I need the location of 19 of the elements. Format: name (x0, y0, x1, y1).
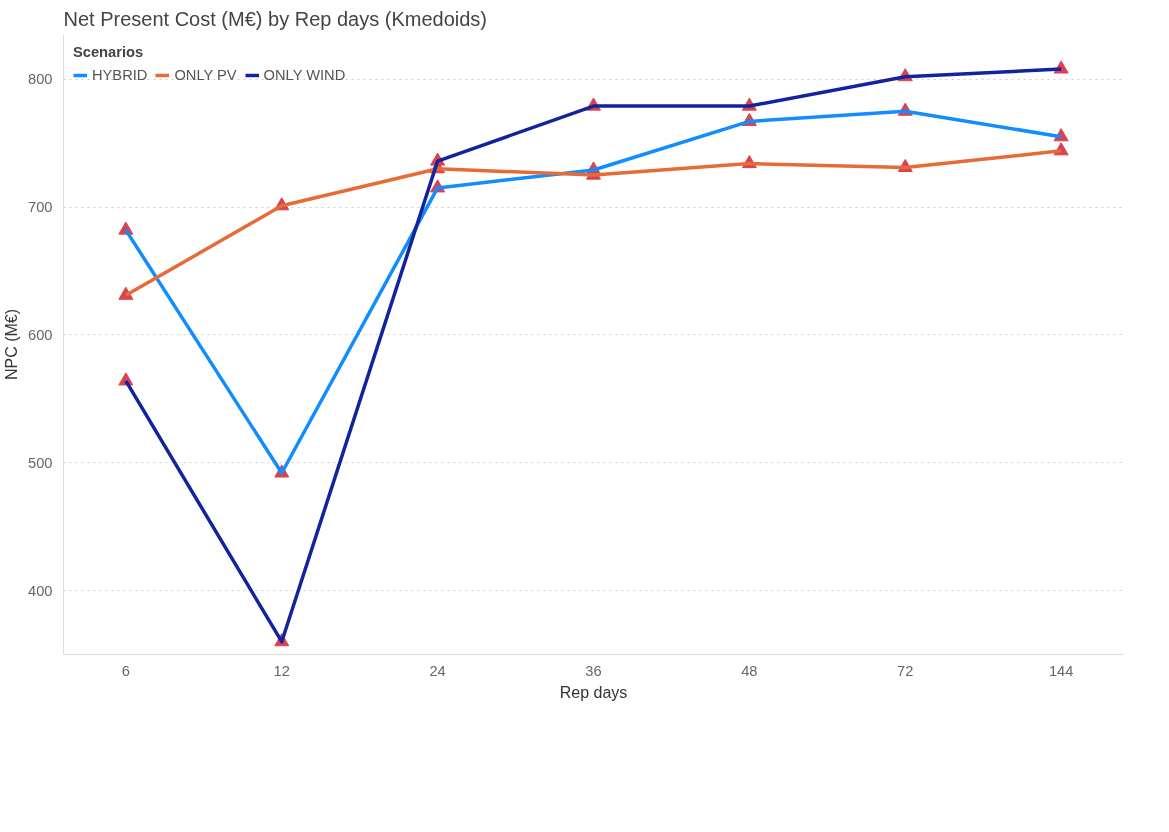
y-axis-title: NPC (M€) (3, 308, 21, 381)
chart-title: Net Present Cost (M€) by Rep days (Kmedoids) (63, 7, 487, 30)
y-tick-label: 700 (28, 199, 53, 216)
y-tick-label: 600 (28, 326, 53, 343)
legend-label: ONLY WIND (263, 67, 346, 83)
x-tick-label: 48 (741, 662, 758, 679)
x-tick-label: 144 (1048, 662, 1074, 679)
x-tick-label: 72 (897, 662, 914, 679)
x-axis-title: Rep days (559, 683, 628, 701)
y-tick-label: 500 (28, 454, 53, 471)
x-tick-label: 36 (585, 662, 602, 679)
x-tick-label: 12 (273, 662, 290, 679)
y-tick-label: 400 (28, 582, 53, 599)
x-tick-label: 24 (429, 662, 446, 679)
y-tick-label: 800 (28, 71, 53, 88)
legend-title: Scenarios (73, 44, 145, 60)
legend-label: HYBRID (92, 67, 148, 83)
legend-label: ONLY PV (174, 67, 237, 83)
x-tick-label: 6 (121, 662, 130, 679)
